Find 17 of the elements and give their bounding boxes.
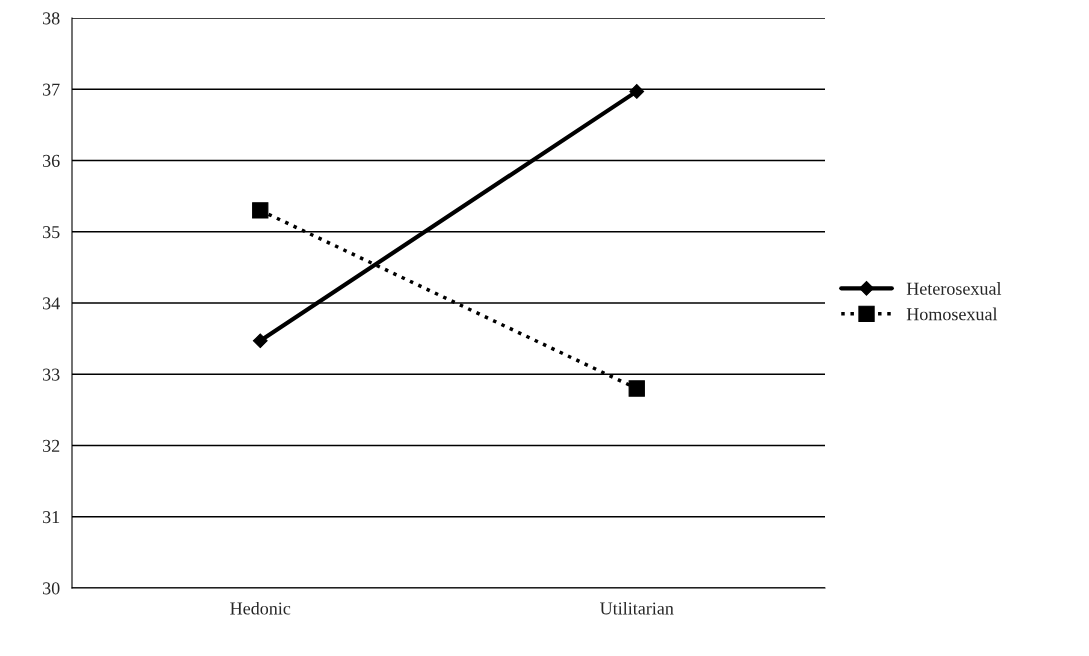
x-tick-label: Hedonic [230,601,291,615]
legend-label: Heterosexual [906,282,1002,295]
y-tick-label: 32 [43,439,60,452]
y-tick-label: 37 [43,83,60,96]
legend-label: Homosexual [906,307,998,321]
y-tick-label: 38 [43,12,60,25]
point [252,333,268,349]
point [252,202,269,219]
y-tick-label: 33 [43,368,60,381]
y-tick-label: 31 [43,511,60,524]
point [628,380,645,397]
y-tick-label: 34 [43,297,60,310]
y-tick-label: 36 [43,154,60,167]
x-tick-label: Utilitarian [600,601,674,615]
y-tick-label: 35 [43,226,60,239]
y-tick-label: 30 [43,582,60,595]
point [629,83,645,99]
